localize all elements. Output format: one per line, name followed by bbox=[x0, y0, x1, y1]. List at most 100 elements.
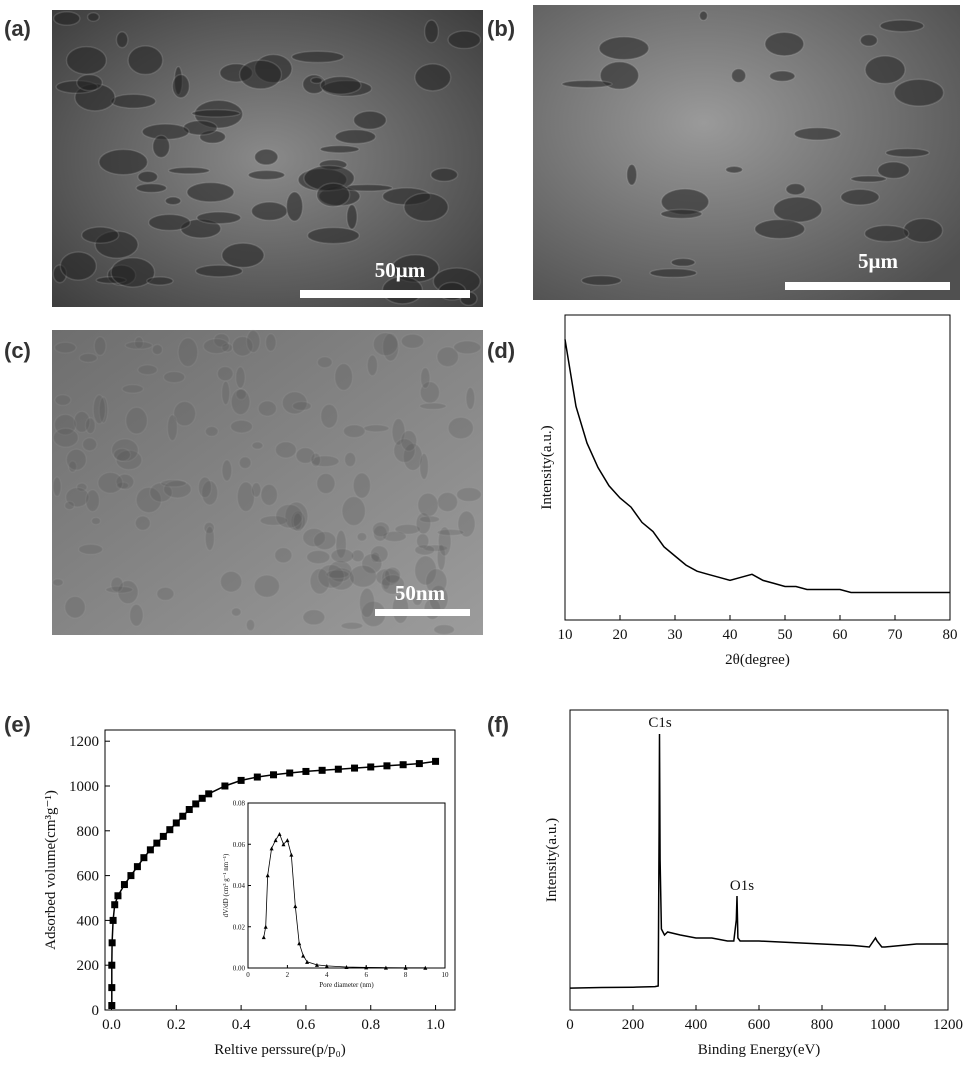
pore bbox=[135, 486, 163, 514]
data-point bbox=[324, 963, 329, 968]
data-point bbox=[344, 964, 349, 969]
plot-frame bbox=[569, 709, 949, 1011]
pore bbox=[53, 413, 77, 436]
pore bbox=[59, 251, 98, 281]
data-point bbox=[314, 962, 319, 967]
pore bbox=[366, 354, 379, 377]
pore bbox=[447, 30, 482, 50]
pore bbox=[98, 396, 109, 424]
pore bbox=[285, 191, 304, 222]
data-point bbox=[383, 762, 391, 770]
x-tick-label: 200 bbox=[622, 1017, 645, 1033]
pore bbox=[436, 528, 465, 537]
y-tick-label: 0.06 bbox=[233, 841, 246, 849]
pore bbox=[134, 515, 152, 532]
pore bbox=[238, 456, 252, 470]
x-tick-label: 600 bbox=[748, 1017, 771, 1033]
data-point bbox=[423, 965, 428, 970]
pore bbox=[247, 169, 286, 181]
x-tick-label: 8 bbox=[404, 971, 408, 979]
pore bbox=[599, 60, 640, 91]
pore bbox=[346, 203, 358, 230]
pore bbox=[418, 402, 447, 411]
x-tick-label: 70 bbox=[888, 627, 903, 643]
pore bbox=[220, 380, 231, 406]
data-point bbox=[221, 782, 229, 790]
annotation: C1s bbox=[648, 715, 672, 731]
pore bbox=[196, 211, 242, 225]
pore bbox=[110, 256, 156, 288]
scale-bar bbox=[785, 282, 950, 290]
pore bbox=[414, 544, 436, 556]
x-tick-label: 1200 bbox=[933, 1017, 963, 1033]
pore bbox=[204, 425, 219, 438]
pore bbox=[125, 406, 149, 435]
data-line bbox=[569, 733, 948, 989]
data-point bbox=[263, 924, 268, 929]
y-tick-label: 0.04 bbox=[233, 882, 246, 890]
pore bbox=[124, 340, 154, 351]
x-tick-label: 400 bbox=[685, 1017, 708, 1033]
pore bbox=[78, 352, 99, 364]
scale-bar-label: 5μm bbox=[858, 249, 898, 273]
pore bbox=[216, 365, 234, 382]
data-line bbox=[263, 833, 426, 969]
pore bbox=[257, 400, 278, 417]
pore bbox=[290, 510, 307, 533]
pore bbox=[884, 147, 930, 158]
pore bbox=[86, 11, 100, 23]
x-tick-label: 0 bbox=[246, 971, 250, 979]
pore bbox=[264, 333, 277, 353]
pore bbox=[393, 437, 416, 464]
pore bbox=[437, 526, 452, 557]
pore bbox=[436, 491, 459, 513]
pore bbox=[164, 196, 182, 206]
pore bbox=[372, 524, 388, 542]
pore bbox=[250, 201, 289, 222]
data-point bbox=[302, 767, 310, 775]
pore bbox=[147, 213, 192, 232]
pore bbox=[455, 486, 483, 503]
pore bbox=[430, 167, 459, 183]
pore bbox=[342, 424, 366, 439]
pore bbox=[418, 452, 430, 481]
pore bbox=[137, 364, 159, 376]
pore bbox=[259, 514, 289, 527]
pore bbox=[54, 393, 72, 407]
x-tick-label: 60 bbox=[833, 627, 848, 643]
pore bbox=[413, 555, 438, 586]
data-point bbox=[281, 842, 286, 847]
data-point bbox=[253, 773, 261, 781]
pore bbox=[302, 608, 326, 626]
pore bbox=[335, 529, 348, 559]
pore bbox=[333, 362, 354, 392]
pore bbox=[291, 50, 345, 64]
data-point bbox=[364, 965, 369, 970]
x-tick-label: 0 bbox=[566, 1017, 574, 1033]
pore bbox=[864, 55, 906, 85]
pore bbox=[402, 442, 424, 472]
pore bbox=[893, 78, 945, 107]
plot-frame bbox=[247, 802, 446, 969]
data-point bbox=[133, 863, 141, 871]
pore bbox=[312, 530, 337, 551]
data-point bbox=[415, 760, 423, 768]
pore bbox=[419, 366, 431, 390]
pore bbox=[151, 134, 171, 159]
pore bbox=[381, 332, 400, 362]
data-point bbox=[172, 819, 180, 827]
pore bbox=[273, 546, 293, 564]
x-tick-label: 0.6 bbox=[297, 1017, 316, 1033]
pore bbox=[380, 569, 392, 591]
pore bbox=[235, 387, 248, 401]
data-point bbox=[166, 826, 174, 834]
pore bbox=[64, 595, 87, 619]
data-point bbox=[111, 901, 119, 909]
x-tick-label: 40 bbox=[723, 627, 738, 643]
y-tick-label: 200 bbox=[77, 958, 100, 974]
pore bbox=[156, 586, 175, 602]
pore bbox=[383, 566, 402, 584]
panel-label: (c) bbox=[4, 338, 31, 363]
